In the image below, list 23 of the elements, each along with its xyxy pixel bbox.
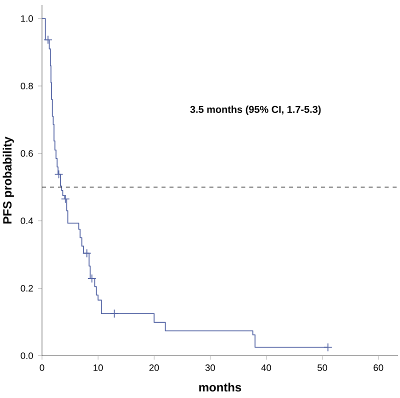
y-axis-title: PFS probability — [2, 136, 14, 224]
point — [60, 194, 70, 204]
x-tick-label: 20 — [149, 364, 159, 371]
x-tick-label: 50 — [318, 364, 328, 371]
x-tick-label: 30 — [205, 364, 215, 371]
x-tick-label: 40 — [261, 364, 272, 371]
y-tick-label: 0.4 — [20, 218, 34, 224]
point — [82, 248, 92, 258]
point — [54, 170, 64, 179]
point — [87, 274, 96, 283]
y-tick-label: 0.0 — [20, 352, 33, 360]
annotation: 3.5 months (95% CI, 1.7-5.3) — [190, 106, 321, 115]
point — [110, 309, 119, 318]
y-tick-label: 0.2 — [20, 285, 33, 292]
x-axis-title: months — [199, 382, 242, 392]
y-tick-label: 0.8 — [20, 82, 33, 90]
x-tick-label: 60 — [374, 364, 384, 371]
y-tick-label: 0.6 — [20, 150, 33, 157]
x-tick-label: 0 — [40, 364, 44, 371]
y-tick-label: 1.0 — [21, 15, 33, 22]
point — [44, 35, 52, 44]
x-tick-label: 10 — [94, 364, 103, 371]
point — [323, 342, 332, 352]
